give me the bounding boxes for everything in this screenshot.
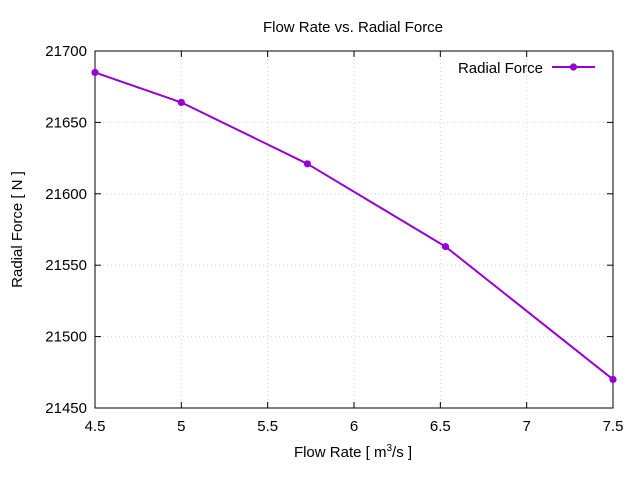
x-axis-label-suffix: /s ]: [392, 444, 412, 461]
data-point: [609, 375, 617, 384]
y-tick-label: 21500: [45, 329, 87, 346]
series-line-radial-force: [94, 71, 614, 381]
x-tick-label: 5: [177, 418, 185, 435]
x-tick-label: 5.5: [257, 418, 278, 435]
data-point: [177, 98, 185, 107]
y-tick-label: 21700: [45, 43, 87, 60]
legend: Radial Force: [458, 60, 595, 77]
y-axis-label: Radial Force [ N ]: [9, 171, 26, 288]
data-point: [441, 243, 450, 251]
y-tick-label: 21650: [45, 114, 87, 131]
data-point: [91, 68, 99, 77]
x-axis-tick-labels: 4.5 5 5.5 6 6.5 7 7.5: [85, 418, 624, 435]
y-tick-label: 21450: [45, 400, 87, 417]
data-point: [303, 160, 311, 168]
x-axis-label-superscript: 3: [386, 443, 392, 454]
x-axis-label-prefix: Flow Rate [ m: [294, 444, 387, 461]
x-tick-label: 6: [350, 418, 358, 435]
y-tick-label: 21600: [45, 186, 87, 203]
axis-ticks: [94, 50, 614, 409]
x-tick-label: 7: [522, 418, 530, 435]
legend-marker: [569, 63, 578, 71]
x-axis-label: Flow Rate [ m3/s ]: [294, 443, 412, 461]
grid: [95, 51, 613, 408]
x-tick-label: 4.5: [85, 418, 106, 435]
chart-title: Flow Rate vs. Radial Force: [263, 19, 443, 36]
plot-frame: [94, 50, 614, 409]
legend-label: Radial Force: [458, 60, 543, 77]
x-tick-label: 6.5: [430, 418, 451, 435]
series-layer: [91, 68, 617, 384]
y-axis-tick-labels: 21450 21500 21550 21600 21650 21700: [45, 43, 87, 417]
y-tick-label: 21550: [45, 257, 87, 274]
x-tick-label: 7.5: [603, 418, 624, 435]
